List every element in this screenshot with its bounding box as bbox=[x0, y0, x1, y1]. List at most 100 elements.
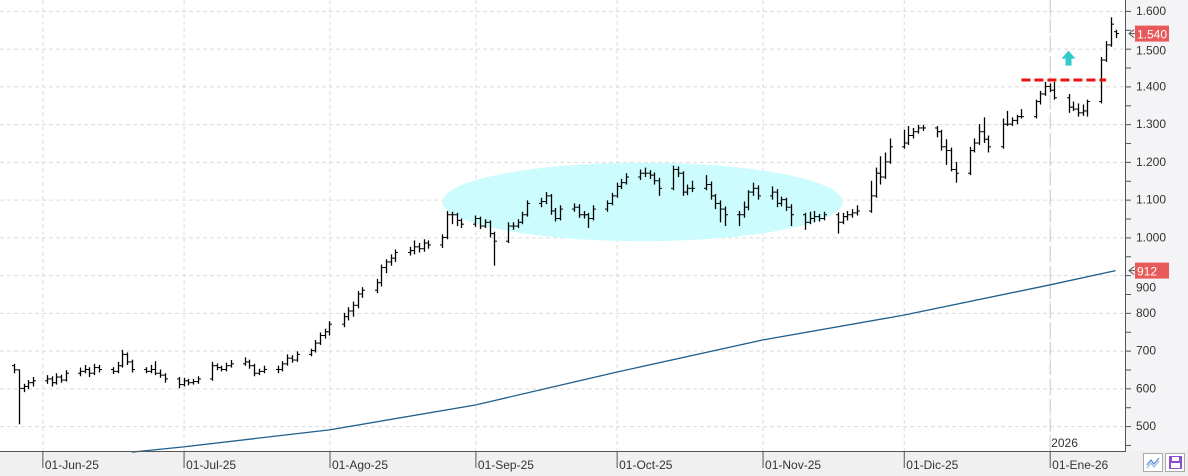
ohlc-bar bbox=[690, 180, 695, 193]
last-value-labels: 1.540 912 bbox=[1128, 25, 1169, 279]
ohlc-bar bbox=[789, 204, 794, 227]
ohlc-bar bbox=[459, 218, 464, 228]
x-tick-label: 01-Sep-25 bbox=[478, 458, 534, 472]
ohlc-bar bbox=[450, 211, 455, 225]
ohlc-bar bbox=[309, 348, 314, 357]
ohlc-bar bbox=[916, 124, 921, 134]
y-tick-label: 1.300 bbox=[1136, 117, 1166, 131]
ohlc-bar bbox=[652, 172, 657, 185]
ohlc-bar bbox=[26, 380, 31, 390]
ohlc-bar bbox=[346, 307, 351, 321]
ohlc-bar bbox=[1043, 81, 1048, 96]
ohlc-bar bbox=[972, 138, 977, 153]
ohlc-bar bbox=[224, 362, 229, 372]
ohlc-bar bbox=[342, 312, 347, 328]
ohlc-bar bbox=[280, 361, 285, 372]
ohlc-bar bbox=[1076, 103, 1081, 117]
ohlc-bar bbox=[360, 287, 365, 298]
ohlc-bar bbox=[841, 212, 846, 225]
annotations-front bbox=[1021, 50, 1107, 82]
ohlc-bar bbox=[850, 209, 855, 218]
ohlc-bar bbox=[50, 376, 55, 387]
ohlc-bar bbox=[219, 365, 224, 372]
ohlc-bar bbox=[949, 147, 954, 172]
ohlc-bar bbox=[577, 204, 582, 218]
ohlc-bar bbox=[1071, 101, 1076, 111]
ohlc-bar bbox=[153, 361, 158, 376]
ohlc-bar bbox=[713, 193, 718, 210]
ohlc-bar bbox=[1010, 117, 1015, 127]
ohlc-bar bbox=[408, 246, 413, 256]
ohlc-bar bbox=[492, 231, 497, 266]
ohlc-bar bbox=[478, 216, 483, 230]
ohlc-bar bbox=[779, 196, 784, 207]
ohlc-bar bbox=[723, 206, 728, 227]
chart-type-button[interactable] bbox=[1143, 453, 1163, 472]
ohlc-bar bbox=[770, 186, 775, 200]
x-tick-label: 01-Jun-25 bbox=[45, 458, 99, 472]
ohlc-bar bbox=[191, 378, 196, 385]
ohlc-bar bbox=[116, 361, 121, 374]
ohlc-bar bbox=[323, 328, 328, 339]
ohlc-bar bbox=[539, 197, 544, 208]
ohlc-bar bbox=[31, 377, 36, 387]
y-tick-label: 1.200 bbox=[1136, 155, 1166, 169]
ohlc-bar bbox=[1067, 93, 1072, 113]
x-tick-label: 01-Jul-25 bbox=[186, 458, 236, 472]
ohlc-bar bbox=[977, 124, 982, 145]
ohlc-bar bbox=[888, 138, 893, 164]
ohlc-bar bbox=[822, 211, 827, 221]
ohlc-bar bbox=[704, 175, 709, 191]
y-tick-label: 1.600 bbox=[1136, 4, 1166, 18]
ohlc-bar bbox=[638, 169, 643, 181]
last-value-badge bbox=[1135, 25, 1169, 42]
y-tick-label: 1.400 bbox=[1136, 79, 1166, 93]
y-tick-label: 1.100 bbox=[1136, 193, 1166, 207]
ohlc-bar bbox=[252, 363, 257, 377]
up-arrow-icon bbox=[1061, 50, 1076, 66]
save-button[interactable] bbox=[1165, 453, 1185, 472]
highlight-ellipse bbox=[442, 162, 843, 242]
ohlc-bar bbox=[417, 243, 422, 253]
ohlc-bar bbox=[445, 210, 450, 240]
ohlc-bar bbox=[836, 212, 841, 234]
ohlc-bar bbox=[1001, 118, 1006, 149]
y-axis-panel bbox=[1126, 0, 1188, 476]
y-axis: 500 600 700 800 900 1.000 1.100 1.200 1.300 1.400… bbox=[1125, 4, 1166, 446]
ohlc-bar bbox=[120, 349, 125, 368]
ohlc-bar bbox=[845, 210, 850, 221]
ohlc-bar bbox=[878, 156, 883, 185]
ohlc-bar bbox=[803, 212, 808, 230]
x-tick-label: 01-Ene-26 bbox=[1052, 458, 1108, 472]
y-tick-label: 700 bbox=[1136, 344, 1156, 358]
ohlc-bar bbox=[954, 161, 959, 183]
zigzag-line-icon bbox=[1146, 457, 1160, 469]
ohlc-bar bbox=[911, 127, 916, 139]
ohlc-bar bbox=[676, 166, 681, 178]
ohlc-bar bbox=[196, 376, 201, 384]
ohlc-bar bbox=[1114, 29, 1119, 39]
ohlc-bar bbox=[643, 167, 648, 178]
y-tick-label: 800 bbox=[1136, 306, 1156, 320]
ohlc-bar bbox=[351, 301, 356, 317]
ohlc-bar bbox=[412, 240, 417, 255]
ohlc-bar bbox=[87, 367, 92, 378]
ohlc-bar bbox=[12, 363, 17, 374]
ohlc-bar bbox=[473, 215, 478, 227]
ohlc-bar bbox=[483, 219, 488, 228]
ohlc-bar bbox=[1085, 99, 1090, 117]
ohlc-bar bbox=[422, 239, 427, 252]
ohlc-bar bbox=[718, 200, 723, 223]
ohlc-bar bbox=[78, 367, 83, 377]
ohlc-bar bbox=[558, 205, 563, 221]
ohlc-bar bbox=[64, 370, 69, 382]
ohlc-bar bbox=[1048, 83, 1053, 93]
ohlc-bar bbox=[257, 368, 262, 376]
ohlc-bar bbox=[22, 383, 27, 393]
ohlc-bar bbox=[389, 254, 394, 266]
ohlc-bar bbox=[215, 363, 220, 371]
x-tick-label: 01-Ago-25 bbox=[332, 458, 388, 472]
ohlc-bar bbox=[262, 365, 267, 374]
ohlc-bar bbox=[671, 165, 676, 191]
